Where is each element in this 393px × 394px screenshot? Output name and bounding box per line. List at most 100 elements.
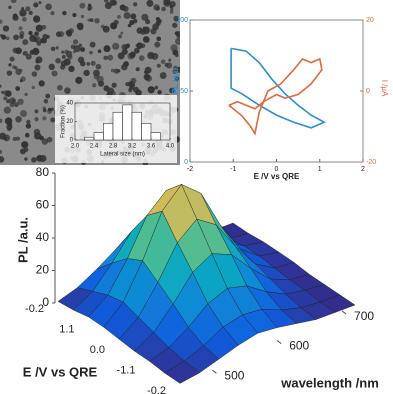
- e-tick-label: 1.1: [59, 323, 74, 335]
- particle: [24, 132, 30, 138]
- y-axis-label: Fraction (%): [61, 105, 67, 138]
- x-tick-label: 4.0: [166, 144, 175, 150]
- particle: [64, 87, 71, 94]
- particle: [143, 36, 149, 43]
- y2-tick-label: -20: [366, 159, 376, 166]
- particle: [170, 7, 174, 11]
- particle: [13, 34, 19, 41]
- particle: [18, 26, 23, 31]
- particle: [11, 98, 16, 103]
- particle: [61, 50, 65, 54]
- particle: [143, 70, 148, 74]
- particle: [0, 84, 2, 88]
- particle: [19, 34, 24, 39]
- hist-bar: [141, 123, 152, 141]
- particle: [86, 62, 91, 66]
- y2-tick-label: 0: [366, 88, 370, 95]
- particle: [20, 110, 28, 117]
- particle: [25, 123, 32, 129]
- particle: [72, 13, 77, 18]
- particle: [63, 58, 71, 66]
- particle: [107, 54, 114, 61]
- particle: [0, 19, 3, 25]
- particle: [160, 59, 166, 65]
- particle: [154, 41, 161, 48]
- particle: [103, 55, 108, 61]
- particle: [120, 31, 124, 35]
- particle: [141, 13, 149, 21]
- particle: [21, 141, 29, 149]
- particle: [113, 68, 120, 74]
- particle: [39, 38, 45, 44]
- particle: [29, 49, 35, 55]
- particle: [168, 58, 172, 62]
- particle: [57, 84, 63, 91]
- particle: [102, 25, 110, 33]
- e-tick-label: 0.0: [90, 344, 105, 356]
- particle: [34, 3, 39, 8]
- x-tick-label: 600: [289, 339, 309, 353]
- x-tick-label: 2: [361, 166, 365, 173]
- particle: [154, 85, 159, 90]
- particle: [147, 86, 155, 94]
- particle: [87, 7, 91, 11]
- particle: [72, 50, 76, 54]
- hist-bar: [131, 111, 142, 141]
- e-tick-label: -0.2: [147, 385, 166, 394]
- particle: [104, 2, 112, 10]
- particle: [138, 55, 145, 61]
- x-tick-label: 3.6: [147, 144, 156, 150]
- particle: [80, 14, 85, 19]
- particle: [159, 72, 167, 79]
- x-axis-label: E /V vs QRE: [254, 172, 300, 181]
- particle: [10, 0, 17, 4]
- particle: [125, 82, 130, 87]
- particle: [174, 76, 180, 81]
- particle: [24, 157, 28, 161]
- series-line: [228, 57, 323, 136]
- particle: [76, 22, 84, 30]
- surface-patch: [164, 360, 200, 384]
- y2-tick-label: 20: [366, 17, 374, 24]
- particle: [62, 10, 67, 16]
- particle: [95, 63, 102, 70]
- y-tick-label: 100: [176, 17, 188, 24]
- particle: [151, 52, 159, 60]
- particle: [65, 29, 72, 36]
- y-tick-label: 20: [66, 119, 73, 125]
- particle: [34, 117, 39, 122]
- particle: [28, 10, 33, 15]
- particle: [89, 50, 93, 55]
- particle: [75, 76, 83, 84]
- particle: [83, 69, 90, 77]
- particle: [28, 30, 33, 36]
- x-tick-label: 2.8: [109, 144, 118, 150]
- y-axis-label: PL /a.u.: [171, 66, 180, 94]
- particle: [119, 4, 126, 11]
- e-tick-label: -0.2: [25, 303, 44, 315]
- particle: [19, 68, 23, 72]
- particle: [45, 3, 52, 11]
- particle: [145, 74, 153, 82]
- y-tick-label: 0: [184, 159, 188, 166]
- z-axis-label: PL /a.u.: [15, 217, 30, 263]
- e-axis-label: E /V vs QRE: [23, 364, 98, 379]
- particle: [14, 102, 19, 108]
- particle: [5, 36, 10, 41]
- particle: [61, 54, 66, 59]
- e-tick-label: -1.1: [117, 364, 136, 376]
- hist-bar: [103, 123, 114, 141]
- particle: [15, 86, 21, 91]
- particle: [68, 65, 75, 73]
- particle: [17, 98, 24, 105]
- particle: [3, 90, 10, 96]
- particle: [36, 41, 42, 46]
- particle: [93, 73, 100, 80]
- particle: [94, 17, 100, 24]
- particle: [175, 38, 180, 45]
- particle: [35, 24, 43, 32]
- hist-bar: [93, 132, 104, 141]
- particle: [42, 116, 47, 121]
- particle: [169, 87, 175, 94]
- particle: [65, 50, 73, 58]
